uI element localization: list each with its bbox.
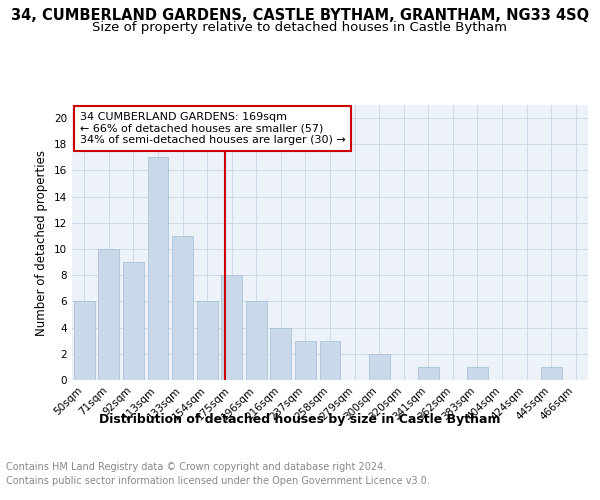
Bar: [320, 340, 340, 380]
Bar: [123, 262, 144, 380]
Bar: [271, 328, 292, 380]
Bar: [467, 367, 488, 380]
Y-axis label: Number of detached properties: Number of detached properties: [35, 150, 49, 336]
Text: Contains public sector information licensed under the Open Government Licence v3: Contains public sector information licen…: [6, 476, 430, 486]
Bar: [172, 236, 193, 380]
Bar: [418, 367, 439, 380]
Text: Distribution of detached houses by size in Castle Bytham: Distribution of detached houses by size …: [99, 412, 501, 426]
Text: Contains HM Land Registry data © Crown copyright and database right 2024.: Contains HM Land Registry data © Crown c…: [6, 462, 386, 472]
Bar: [246, 302, 267, 380]
Bar: [197, 302, 218, 380]
Text: Size of property relative to detached houses in Castle Bytham: Size of property relative to detached ho…: [92, 21, 508, 34]
Bar: [74, 302, 95, 380]
Bar: [148, 158, 169, 380]
Bar: [98, 249, 119, 380]
Bar: [368, 354, 389, 380]
Bar: [295, 340, 316, 380]
Bar: [541, 367, 562, 380]
Text: 34, CUMBERLAND GARDENS, CASTLE BYTHAM, GRANTHAM, NG33 4SQ: 34, CUMBERLAND GARDENS, CASTLE BYTHAM, G…: [11, 8, 589, 22]
Text: 34 CUMBERLAND GARDENS: 169sqm
← 66% of detached houses are smaller (57)
34% of s: 34 CUMBERLAND GARDENS: 169sqm ← 66% of d…: [80, 112, 346, 145]
Bar: [221, 275, 242, 380]
